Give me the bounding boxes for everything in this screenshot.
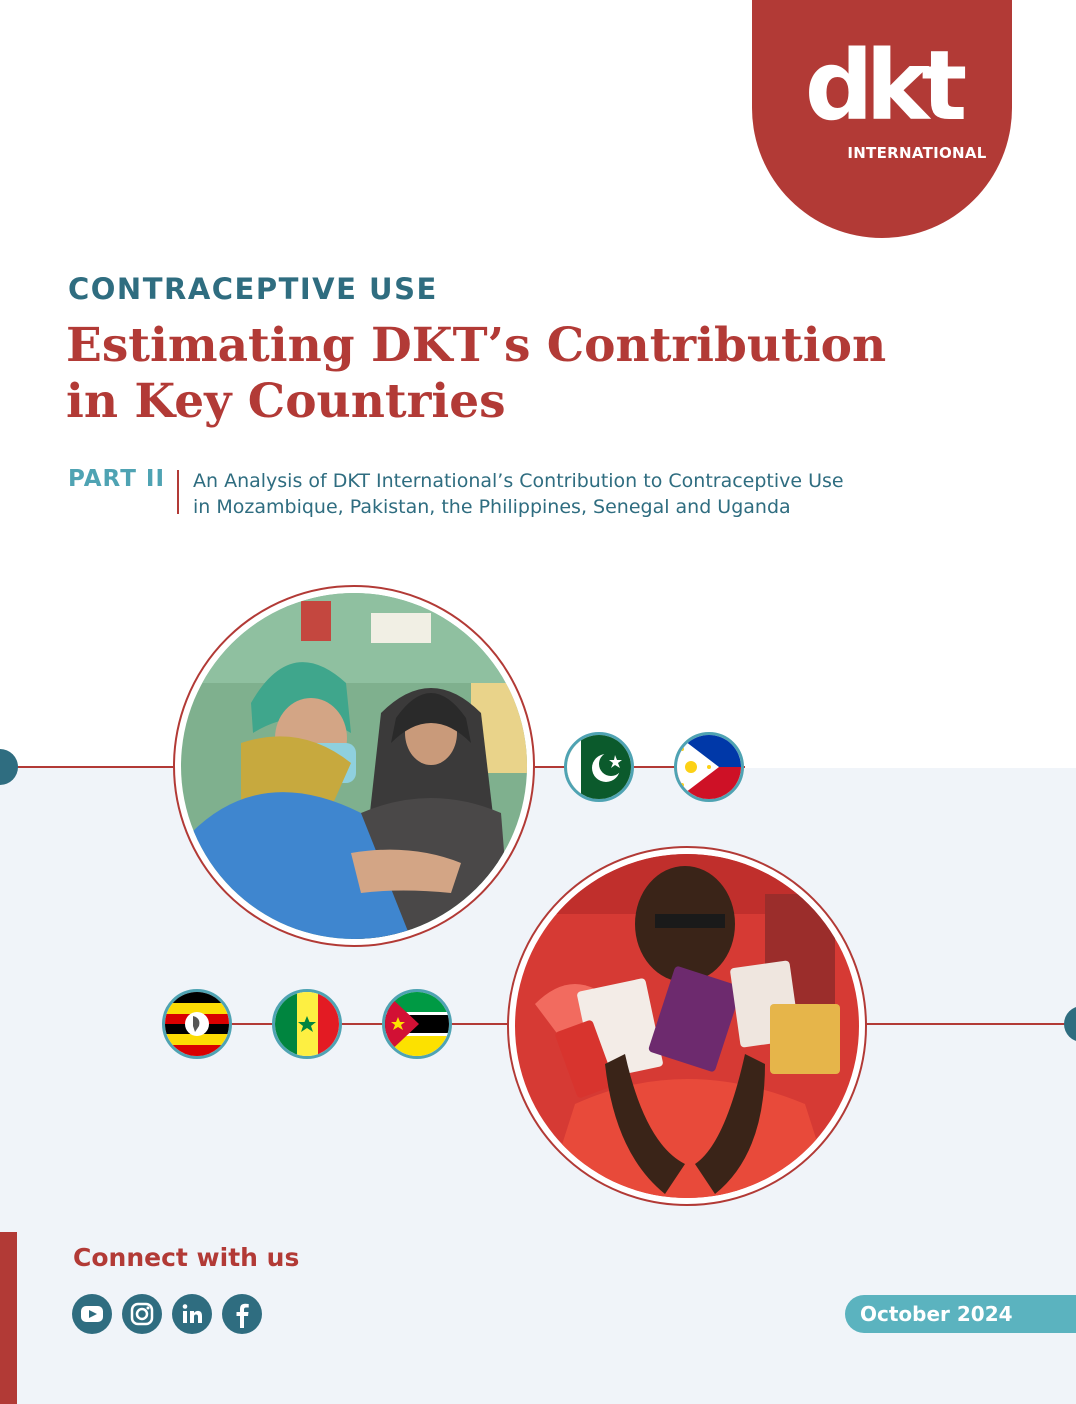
philippines-flag-icon <box>674 732 744 802</box>
product-showcase-illustration <box>515 854 859 1198</box>
part-description-line-2: in Mozambique, Pakistan, the Philippines… <box>193 496 791 518</box>
part-description: An Analysis of DKT International’s Contr… <box>193 468 844 520</box>
uganda-flag-icon <box>162 989 232 1059</box>
connector-dot-left <box>0 749 18 785</box>
title-line-1: Estimating DKT’s Contribution <box>66 318 887 373</box>
senegal-flag-icon <box>272 989 342 1059</box>
eyebrow-heading: CONTRACEPTIVE USE <box>68 272 438 306</box>
part-label: PART II <box>68 466 166 492</box>
instagram-icon[interactable] <box>122 1294 162 1334</box>
health-consultation-illustration <box>181 593 527 939</box>
logo-subtitle: INTERNATIONAL <box>847 144 987 162</box>
mozambique-flag-icon <box>382 989 452 1059</box>
title-line-2: in Key Countries <box>66 374 506 429</box>
footer-accent-bar <box>0 1232 17 1404</box>
part-description-line-1: An Analysis of DKT International’s Contr… <box>193 470 844 492</box>
connect-heading: Connect with us <box>73 1243 300 1272</box>
dkt-logo: dkt INTERNATIONAL <box>752 0 1012 238</box>
pakistan-flag-icon <box>564 732 634 802</box>
linkedin-icon[interactable] <box>172 1294 212 1334</box>
youtube-icon[interactable] <box>72 1294 112 1334</box>
connector-dot-right <box>1064 1006 1076 1042</box>
facebook-icon[interactable] <box>222 1294 262 1334</box>
logo-wordmark: dkt <box>804 30 967 142</box>
publication-date: October 2024 <box>845 1295 1076 1333</box>
photo-product-showcase <box>507 846 867 1206</box>
page-title: Estimating DKT’s Contribution in Key Cou… <box>66 318 946 430</box>
photo-health-consultation <box>173 585 535 947</box>
part-divider <box>177 470 179 514</box>
